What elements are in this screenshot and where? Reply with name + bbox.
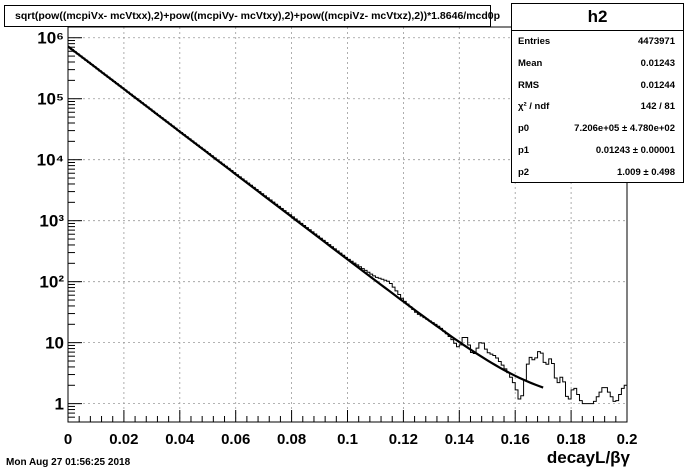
y-tick-label: 10³	[39, 212, 64, 231]
y-tick-label: 10⁵	[37, 90, 64, 109]
x-tick-label: 0.1	[337, 431, 358, 448]
stats-label: p2	[518, 166, 530, 178]
stats-row-rms: RMS 0.01244	[512, 75, 683, 97]
y-tick-label: 10⁴	[37, 151, 64, 170]
x-tick-label: 0.12	[389, 431, 418, 448]
y-tick-label: 10	[45, 334, 64, 353]
y-tick-label: 1	[55, 395, 64, 414]
stats-label: χ² / ndf	[518, 101, 550, 113]
stats-label: RMS	[518, 79, 540, 91]
stats-value: 0.01243 ± 0.00001	[595, 144, 675, 156]
stats-row-p2: p2 1.009 ± 0.498	[512, 162, 683, 184]
y-tick-label: 10⁶	[37, 29, 64, 48]
x-tick-label: 0.14	[445, 431, 475, 448]
stats-row-p0: p0 7.206e+05 ± 4.780e+02	[512, 118, 683, 140]
x-tick-label: 0.18	[556, 431, 585, 448]
histogram-title: sqrt(pow((mcpiVx- mcVtxx),2)+pow((mcpiVy…	[4, 5, 500, 27]
stats-label: p0	[518, 123, 530, 135]
x-tick-label: 0.2	[617, 431, 638, 448]
x-axis-label: decayL/βγ	[546, 448, 630, 467]
x-tick-label: 0.04	[165, 431, 195, 448]
datestamp: Mon Aug 27 01:56:25 2018	[6, 457, 131, 468]
stats-label: p1	[518, 144, 530, 156]
stats-value: 7.206e+05 ± 4.780e+02	[574, 123, 675, 135]
stats-value: 0.01244	[640, 79, 675, 91]
y-tick-label: 10²	[39, 273, 64, 292]
stats-histogram-name: h2	[512, 4, 683, 31]
stats-value: 4473971	[638, 36, 675, 47]
x-tick-label: 0.02	[109, 431, 138, 448]
stats-label: Entries	[518, 36, 551, 47]
x-tick-label: 0	[64, 431, 72, 448]
stats-value: 0.01243	[640, 57, 675, 69]
x-tick-label: 0.06	[221, 431, 250, 448]
stats-label: Mean	[518, 57, 543, 69]
stats-row-p1: p1 0.01243 ± 0.00001	[512, 140, 683, 162]
stats-box: h2 Entries 4473971 Mean 0.01243 RMS 0.01…	[511, 3, 684, 183]
stats-row-chi2: χ² / ndf 142 / 81	[512, 96, 683, 118]
stats-row-mean: Mean 0.01243	[512, 53, 683, 75]
x-tick-label: 0.08	[277, 431, 306, 448]
stats-value: 142 / 81	[640, 101, 675, 113]
stats-value: 1.009 ± 0.498	[616, 166, 675, 178]
x-tick-label: 0.16	[501, 431, 530, 448]
fit-curve	[67, 45, 544, 389]
stats-row-entries: Entries 4473971	[512, 31, 683, 53]
